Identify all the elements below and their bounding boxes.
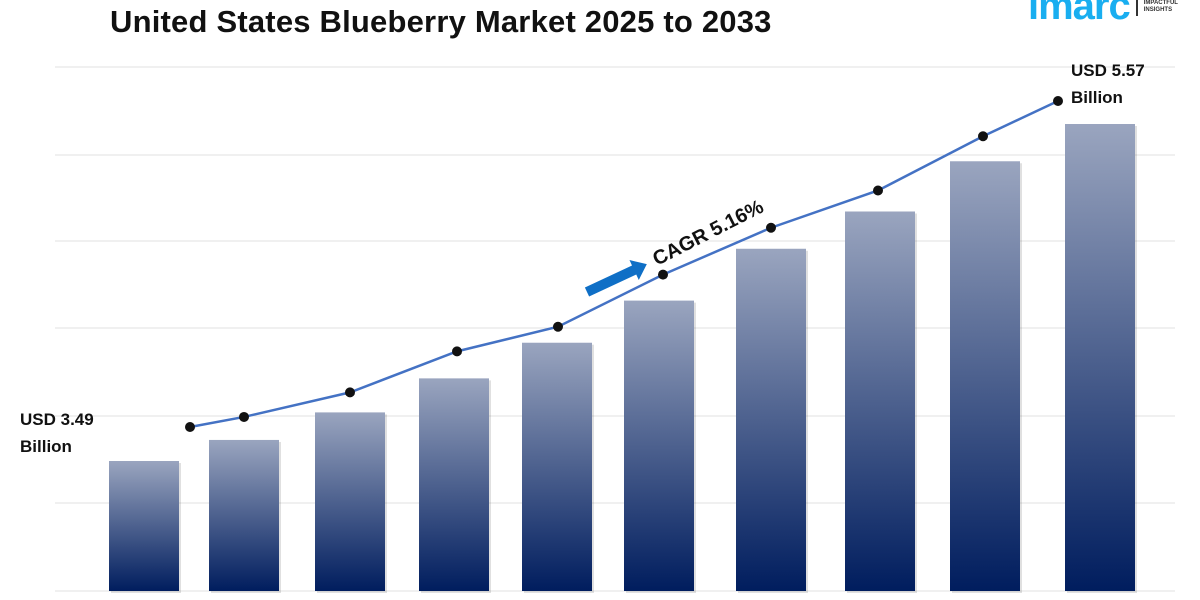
- bar: [209, 439, 279, 591]
- trend-point: [766, 222, 776, 233]
- trend-line: [189, 99, 1059, 429]
- trend-point: [345, 387, 355, 398]
- chart-title: United States Blueberry Market 2025 to 2…: [110, 4, 772, 39]
- cagr-arrow-icon: [584, 260, 647, 297]
- logo-divider: [1135, 0, 1138, 16]
- trend-point: [452, 346, 462, 357]
- bar: [419, 378, 489, 591]
- start-value-label: USD 3.49 Billion: [20, 410, 94, 456]
- imarc-logo: imarc IMPACTFUL INSIGHTS: [1028, 0, 1178, 26]
- trend-point: [978, 131, 988, 142]
- bar: [950, 161, 1020, 592]
- trend-point: [239, 411, 249, 422]
- trend-point: [658, 269, 668, 280]
- end-value-label: USD 5.57 Billion: [1071, 61, 1145, 107]
- trend-point: [873, 185, 883, 196]
- bar: [845, 211, 915, 591]
- trend-point: [553, 321, 563, 332]
- bar: [522, 342, 592, 591]
- trend-point: [1053, 96, 1063, 106]
- bar: [624, 300, 694, 591]
- bar: [315, 412, 385, 591]
- logo-word: imarc: [1028, 0, 1131, 28]
- logo-tagline: IMPACTFUL INSIGHTS: [1143, 0, 1178, 13]
- trend-point: [185, 422, 195, 432]
- bar: [109, 461, 179, 591]
- bar: [1065, 124, 1135, 591]
- bar: [736, 248, 806, 591]
